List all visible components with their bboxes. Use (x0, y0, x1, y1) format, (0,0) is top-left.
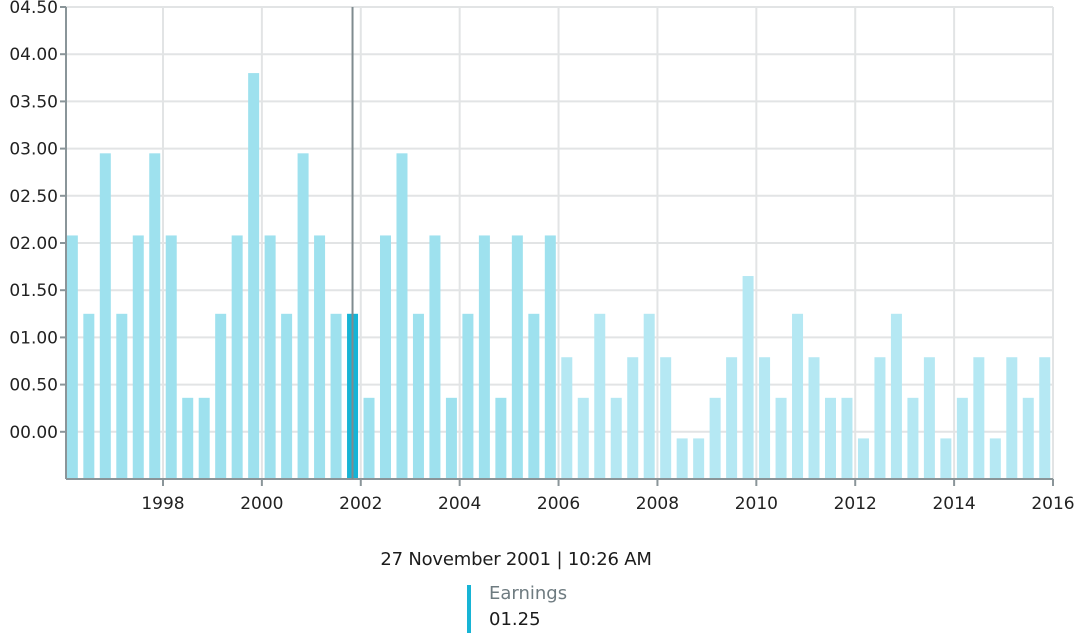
bar (824, 397, 836, 479)
tooltip-date: 27 November 2001 | 10:26 AM (380, 549, 652, 570)
bar (577, 397, 589, 479)
bar (99, 153, 111, 479)
bar (989, 438, 1001, 479)
bar (923, 357, 935, 479)
bar (742, 276, 754, 479)
bar (940, 438, 952, 479)
bar (330, 313, 342, 479)
bars (66, 73, 1051, 479)
y-tick-label: 00.50 (9, 376, 58, 396)
x-tick-label: 2004 (438, 494, 481, 514)
bar (973, 357, 985, 479)
bar (363, 397, 375, 479)
bar (956, 397, 968, 479)
bar (660, 357, 672, 479)
y-axis-ticks: 00.00 00.50 01.00 01.50 02.00 02.50 03.00 03.50… (9, 0, 58, 443)
bar (231, 235, 243, 479)
bar (676, 438, 688, 479)
bar (248, 73, 260, 479)
bar (429, 235, 441, 479)
earnings-bar-chart[interactable]: 00.00 00.50 01.00 01.50 02.00 02.50 03.00 03.50… (0, 0, 1076, 540)
x-tick-label: 2008 (636, 494, 679, 514)
bar (857, 438, 869, 479)
bar (808, 357, 820, 479)
bar (1006, 357, 1018, 479)
bar (594, 313, 606, 479)
bar (495, 397, 507, 479)
bar (281, 313, 293, 479)
x-tick-label: 2002 (339, 494, 382, 514)
bar (726, 357, 738, 479)
y-tick-label: 03.00 (9, 140, 58, 160)
bar (1039, 357, 1051, 479)
bar (561, 357, 573, 479)
gridlines (66, 6, 1054, 479)
bar (182, 397, 194, 479)
bar (445, 397, 457, 479)
bar (66, 235, 78, 479)
bar (379, 235, 391, 479)
bar (528, 313, 540, 479)
bar (627, 357, 639, 479)
x-axis-ticks: 1998 2000 2002 2004 2006 2008 2010 2012 2014 2016 (141, 494, 1074, 514)
bar (116, 313, 128, 479)
bar (478, 235, 490, 479)
bar (396, 153, 408, 479)
bar (709, 397, 721, 479)
bar (841, 397, 853, 479)
tooltip-series-value: 01.25 (489, 609, 541, 630)
y-tick-label: 01.50 (9, 281, 58, 301)
bar (1022, 397, 1034, 479)
bar (132, 235, 144, 479)
bar (264, 235, 276, 479)
bar (907, 397, 919, 479)
x-tick-label: 2016 (1031, 494, 1074, 514)
y-tick-label: 02.00 (9, 234, 58, 254)
bar (890, 313, 902, 479)
bar (759, 357, 771, 479)
y-tick-label: 00.00 (9, 423, 58, 443)
bar (149, 153, 161, 479)
bar (544, 235, 556, 479)
x-tick-label: 2010 (735, 494, 778, 514)
y-tick-label: 04.50 (9, 0, 58, 18)
bar (412, 313, 424, 479)
x-tick-label: 2000 (240, 494, 283, 514)
y-tick-label: 02.50 (9, 187, 58, 207)
x-tick-label: 2006 (537, 494, 580, 514)
bar (165, 235, 177, 479)
x-tick-label: 2014 (932, 494, 975, 514)
y-tick-label: 01.00 (9, 328, 58, 348)
bar (792, 313, 804, 479)
x-tick-label: 2012 (834, 494, 877, 514)
bar (198, 397, 210, 479)
tooltip-series-marker (467, 585, 471, 633)
tooltip-series-label: Earnings (489, 583, 568, 604)
bar (462, 313, 474, 479)
bar (693, 438, 705, 479)
bar (643, 313, 655, 479)
axes (60, 6, 1054, 486)
bar (297, 153, 309, 479)
bar (775, 397, 787, 479)
bar (874, 357, 886, 479)
bar (83, 313, 95, 479)
y-tick-label: 04.00 (9, 45, 58, 65)
bar (215, 313, 227, 479)
bar (314, 235, 326, 479)
x-tick-label: 1998 (141, 494, 184, 514)
y-tick-label: 03.50 (9, 92, 58, 112)
bar (610, 397, 622, 479)
bar (511, 235, 523, 479)
